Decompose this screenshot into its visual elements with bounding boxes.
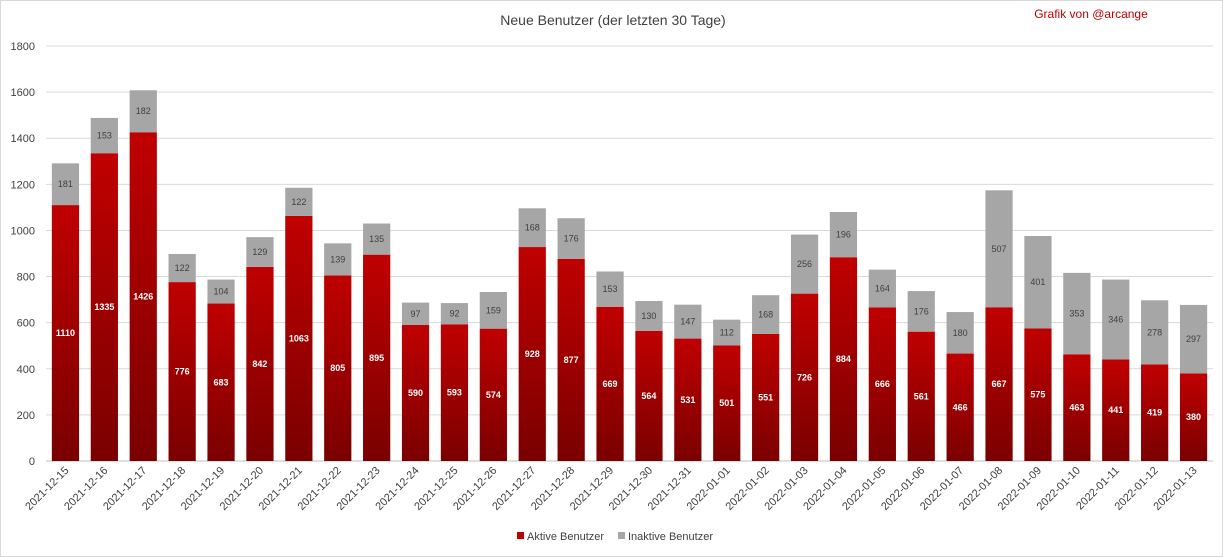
- data-label-inactive: 180: [953, 328, 968, 338]
- data-label-active: 805: [330, 363, 345, 373]
- data-label-active: 1335: [94, 302, 114, 312]
- data-label-active: 380: [1186, 412, 1201, 422]
- data-label-active: 590: [408, 388, 423, 398]
- data-label-inactive: 168: [758, 310, 773, 320]
- y-tick-label: 1000: [11, 225, 35, 237]
- data-label-active: 669: [603, 379, 618, 389]
- data-label-inactive: 176: [564, 234, 579, 244]
- data-label-inactive: 147: [680, 317, 695, 327]
- data-label-inactive: 153: [97, 131, 112, 141]
- x-tick-layer: 2021-12-152021-12-162021-12-172021-12-18…: [23, 465, 1199, 513]
- stacked-bar-chart: Neue Benutzer (der letzten 30 Tage) Graf…: [1, 1, 1222, 556]
- data-label-inactive: 278: [1147, 327, 1162, 337]
- data-label-active: 463: [1069, 403, 1084, 413]
- data-label-active: 726: [797, 372, 812, 382]
- data-label-active: 683: [214, 377, 229, 387]
- data-label-active: 466: [953, 402, 968, 412]
- data-label-inactive: 196: [836, 230, 851, 240]
- data-label-active: 531: [680, 395, 695, 405]
- data-label-active: 666: [875, 379, 890, 389]
- data-label-inactive: 104: [214, 287, 229, 297]
- data-label-inactive: 159: [486, 305, 501, 315]
- data-label-inactive: 297: [1186, 334, 1201, 344]
- data-label-active: 564: [641, 391, 656, 401]
- data-label-inactive: 92: [449, 309, 459, 319]
- data-label-inactive: 182: [136, 106, 151, 116]
- data-label-active: 551: [758, 392, 773, 402]
- legend-swatch-inactive: [618, 532, 625, 539]
- data-label-active: 441: [1108, 405, 1123, 415]
- data-label-inactive: 346: [1108, 314, 1123, 324]
- data-label-inactive: 168: [525, 223, 540, 233]
- data-label-active: 667: [992, 379, 1007, 389]
- bars-layer: 1110 181 1335 153 1426 182 776 122 683 104 842 129 1…: [52, 90, 1207, 461]
- data-label-active: 574: [486, 390, 501, 400]
- y-tick-label: 400: [17, 364, 35, 376]
- y-tick-label: 600: [17, 318, 35, 330]
- data-label-active: 1063: [289, 333, 309, 343]
- data-label-inactive: 97: [411, 309, 421, 319]
- data-label-active: 501: [719, 398, 734, 408]
- data-label-active: 575: [1030, 390, 1045, 400]
- data-label-inactive: 181: [58, 179, 73, 189]
- data-label-inactive: 507: [992, 244, 1007, 254]
- data-label-inactive: 164: [875, 284, 890, 294]
- data-label-active: 928: [525, 349, 540, 359]
- data-label-inactive: 122: [291, 197, 306, 207]
- data-label-inactive: 135: [369, 234, 384, 244]
- data-label-inactive: 153: [603, 284, 618, 294]
- data-label-inactive: 139: [330, 254, 345, 264]
- data-label-active: 842: [252, 359, 267, 369]
- data-label-active: 1426: [133, 292, 153, 302]
- y-tick-label: 1400: [11, 133, 35, 145]
- data-label-active: 1110: [56, 328, 75, 338]
- data-label-inactive: 401: [1030, 277, 1045, 287]
- y-tick-label: 1600: [11, 87, 35, 99]
- data-label-active: 776: [175, 367, 190, 377]
- data-label-active: 419: [1147, 408, 1162, 418]
- data-label-active: 561: [914, 391, 929, 401]
- data-label-active: 884: [836, 354, 851, 364]
- data-label-inactive: 256: [797, 259, 812, 269]
- y-tick-label: 800: [17, 272, 35, 284]
- data-label-inactive: 122: [175, 263, 190, 273]
- chart-credit: Grafik von @arcange: [1034, 7, 1148, 21]
- data-label-inactive: 129: [252, 247, 267, 257]
- chart-title: Neue Benutzer (der letzten 30 Tage): [500, 12, 725, 28]
- y-tick-label: 0: [29, 456, 35, 468]
- data-label-inactive: 112: [720, 328, 734, 338]
- data-label-active: 593: [447, 388, 462, 398]
- chart-frame: Neue Benutzer (der letzten 30 Tage) Graf…: [0, 0, 1223, 557]
- data-label-inactive: 176: [914, 306, 929, 316]
- data-label-active: 877: [564, 355, 579, 365]
- legend: Aktive Benutzer Inaktive Benutzer: [517, 531, 713, 543]
- y-tick-label: 1200: [11, 179, 35, 191]
- legend-label-active: Aktive Benutzer: [527, 531, 604, 543]
- legend-label-inactive: Inaktive Benutzer: [628, 531, 713, 543]
- data-label-inactive: 353: [1069, 309, 1084, 319]
- legend-swatch-active: [517, 532, 524, 539]
- y-tick-label: 200: [17, 410, 35, 422]
- y-tick-label: 1800: [11, 41, 35, 53]
- data-label-active: 895: [369, 353, 384, 363]
- data-label-inactive: 130: [641, 311, 656, 321]
